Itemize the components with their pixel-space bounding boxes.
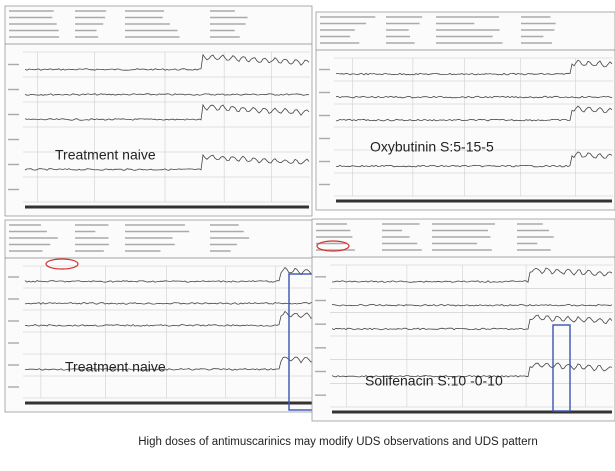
trace: [331, 267, 613, 283]
panel-label: Treatment naive: [65, 359, 166, 375]
trace: [24, 266, 314, 283]
highlight-ellipse: [45, 258, 79, 270]
trace: [24, 93, 310, 96]
trace: [24, 103, 310, 121]
printout-frame: [315, 11, 615, 211]
printout: Oxybutinin S:5-15-5: [315, 11, 615, 211]
trace: [331, 362, 613, 378]
trace: [335, 95, 613, 99]
trace: [24, 302, 314, 305]
panel-label: Solifenacin S:10 -0-10: [365, 373, 503, 389]
trace: [335, 59, 613, 76]
highlight-ellipse: [316, 240, 350, 252]
trace: [335, 151, 613, 168]
printout: Treatment naive: [4, 219, 318, 413]
trace: [25, 356, 314, 371]
panel-label: Oxybutinin S:5-15-5: [370, 139, 494, 155]
trace: [24, 310, 314, 327]
trace: [24, 53, 310, 71]
trace: [331, 303, 613, 307]
panel-label: Treatment naive: [55, 147, 156, 163]
panels: Treatment naive Oxybutinin S:5-15-5 Treatm…: [4, 5, 615, 422]
printout: Solifenacin S:10 -0-10: [311, 218, 615, 422]
printout-frame: [4, 219, 318, 413]
trace: [24, 153, 310, 171]
trace: [331, 314, 613, 331]
printout: Treatment naive: [4, 5, 313, 217]
caption: High doses of antimuscarinics may modify…: [138, 436, 537, 448]
highlight-box: [552, 324, 571, 412]
trace: [335, 105, 613, 122]
